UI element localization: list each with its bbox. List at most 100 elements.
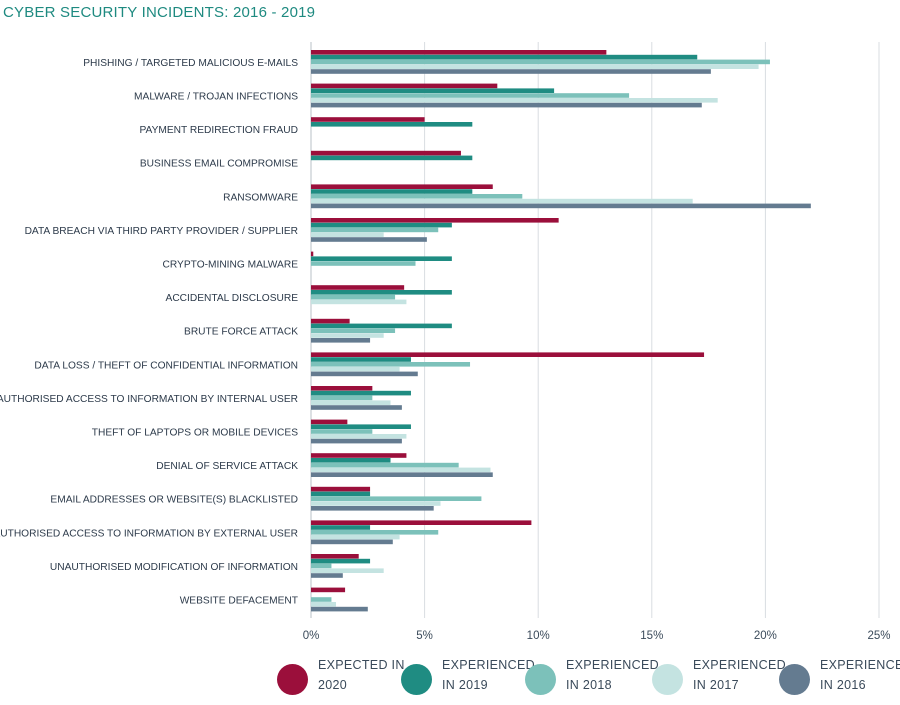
bar bbox=[311, 357, 411, 362]
category-label: DENIAL OF SERVICE ATTACK bbox=[156, 461, 298, 472]
category-label: CRYPTO-MINING MALWARE bbox=[163, 260, 299, 271]
bar bbox=[311, 429, 373, 434]
bar bbox=[311, 530, 439, 535]
bar bbox=[311, 155, 473, 161]
bar bbox=[311, 184, 493, 189]
bar bbox=[311, 194, 523, 199]
legend-item: EXPECTED IN 2020 bbox=[277, 655, 405, 695]
bar bbox=[311, 558, 371, 564]
bar bbox=[311, 328, 396, 333]
bar bbox=[311, 251, 314, 257]
bar bbox=[311, 218, 559, 223]
bar bbox=[311, 88, 555, 93]
legend-item: EXPERIENCED IN 2018 bbox=[525, 655, 659, 695]
bar bbox=[311, 554, 359, 559]
category-label: ACCIDENTAL DISCLOSURE bbox=[166, 293, 299, 304]
x-tick-label: 25% bbox=[867, 630, 890, 642]
chart-title: CYBER SECURITY INCIDENTS: 2016 - 2019 bbox=[3, 4, 316, 21]
bar bbox=[311, 323, 452, 329]
legend-label: EXPECTED IN 2020 bbox=[318, 658, 405, 692]
bar bbox=[311, 59, 770, 65]
bar bbox=[311, 333, 384, 338]
category-label: PHISHING / TARGETED MALICIOUS E-MAILS bbox=[83, 58, 298, 69]
bar bbox=[311, 290, 452, 295]
bar bbox=[311, 390, 411, 396]
bar bbox=[311, 299, 407, 305]
bar bbox=[311, 525, 371, 530]
bar bbox=[311, 362, 471, 367]
legend-swatch bbox=[652, 664, 683, 695]
bar bbox=[311, 453, 407, 458]
legend-swatch bbox=[277, 664, 308, 695]
category-label: MALWARE / TROJAN INFECTIONS bbox=[134, 92, 298, 103]
category-label: WEBSITE DEFACEMENT bbox=[180, 596, 298, 607]
bar bbox=[311, 520, 532, 525]
bar bbox=[311, 98, 718, 103]
bar bbox=[311, 462, 459, 468]
category-label: THEFT OF LAPTOPS OR MOBILE DEVICES bbox=[92, 428, 298, 439]
bar bbox=[311, 93, 630, 98]
bar bbox=[311, 419, 348, 425]
bar bbox=[311, 150, 461, 156]
bar bbox=[311, 506, 434, 511]
bar bbox=[311, 203, 811, 209]
bar bbox=[311, 501, 441, 506]
bar bbox=[311, 50, 607, 55]
bars bbox=[311, 50, 811, 612]
bar bbox=[311, 539, 393, 545]
category-label: PAYMENT REDIRECTION FRAUD bbox=[140, 125, 298, 136]
bar bbox=[311, 102, 702, 108]
bar bbox=[311, 405, 402, 410]
bar bbox=[311, 534, 400, 540]
bar bbox=[311, 222, 452, 228]
bar bbox=[311, 563, 332, 569]
category-label: UNAUTHORISED ACCESS TO INFORMATION BY EX… bbox=[0, 528, 298, 539]
category-label: DATA LOSS / THEFT OF CONFIDENTIAL INFORM… bbox=[34, 360, 298, 371]
x-tick-label: 5% bbox=[416, 630, 433, 642]
bar bbox=[311, 424, 411, 429]
category-labels: PHISHING / TARGETED MALICIOUS E-MAILS MAL… bbox=[0, 58, 298, 607]
legend-swatch bbox=[401, 664, 432, 695]
bar bbox=[311, 237, 427, 242]
category-label: UNAUTHORISED MODIFICATION OF INFORMATION bbox=[50, 562, 298, 573]
bar bbox=[311, 256, 452, 261]
bar bbox=[311, 232, 384, 237]
bar bbox=[311, 496, 482, 501]
bar bbox=[311, 606, 368, 612]
x-tick-label: 0% bbox=[303, 630, 320, 642]
bar bbox=[311, 285, 405, 290]
legend-label: EXPERIENCED IN 2017 bbox=[693, 658, 786, 692]
bar bbox=[311, 338, 371, 343]
bar bbox=[311, 486, 371, 492]
bar bbox=[311, 472, 493, 477]
bar bbox=[311, 371, 418, 377]
bar bbox=[311, 366, 400, 372]
category-label: BUSINESS EMAIL COMPROMISE bbox=[140, 159, 298, 170]
legend-item: EXPERIENCED IN 2017 bbox=[652, 655, 786, 695]
bar bbox=[311, 69, 711, 74]
bar bbox=[311, 54, 698, 60]
bar bbox=[311, 587, 346, 593]
bar bbox=[311, 64, 759, 69]
bar bbox=[311, 122, 473, 127]
x-tick-label: 20% bbox=[754, 630, 777, 642]
bar bbox=[311, 597, 332, 602]
category-label: UNAUTHORISED ACCESS TO INFORMATION BY IN… bbox=[0, 394, 298, 405]
category-label: DATA BREACH VIA THIRD PARTY PROVIDER / S… bbox=[25, 226, 298, 237]
category-label: RANSOMWARE bbox=[223, 192, 298, 203]
legend-label: EXPERIENCED IN 2019 bbox=[442, 658, 535, 692]
bar bbox=[311, 294, 396, 300]
legend: EXPECTED IN 2020 EXPERIENCED IN 2019 EXPERIE… bbox=[0, 655, 900, 705]
bar bbox=[311, 467, 491, 473]
category-label: BRUTE FORCE ATTACK bbox=[184, 327, 298, 338]
category-label: EMAIL ADDRESSES OR WEBSITE(S) BLACKLISTE… bbox=[50, 495, 298, 506]
bar bbox=[311, 568, 384, 573]
x-tick-label: 10% bbox=[527, 630, 550, 642]
legend-label: EXPERIENCED IN 2018 bbox=[566, 658, 659, 692]
bar bbox=[311, 573, 343, 578]
x-tick-labels: 0% 5% 10% 15% 20% 25% bbox=[303, 630, 891, 642]
bar bbox=[311, 458, 391, 463]
bar bbox=[311, 198, 693, 204]
